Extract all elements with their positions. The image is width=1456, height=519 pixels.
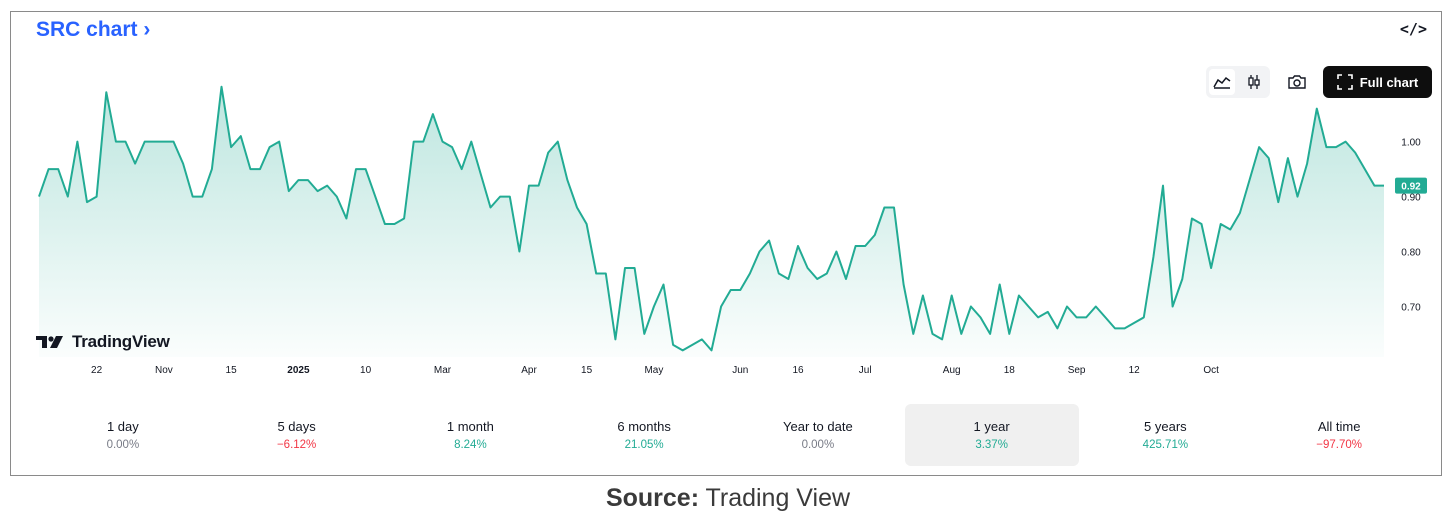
tradingview-logo-text: TradingView bbox=[72, 332, 170, 351]
chart-style-toggle bbox=[1206, 66, 1270, 98]
tradingview-logo: TradingView bbox=[36, 332, 170, 352]
period-change-value: 0.00% bbox=[801, 439, 835, 451]
x-tick-label: 15 bbox=[226, 365, 238, 376]
embed-code-icon[interactable]: </> bbox=[1399, 20, 1427, 38]
period-1-month[interactable]: 1 month 8.24% bbox=[384, 404, 558, 466]
period-label: 5 years bbox=[1144, 419, 1187, 434]
period-all-time[interactable]: All time −97.70% bbox=[1252, 404, 1426, 466]
fullscreen-icon bbox=[1336, 74, 1353, 90]
period-change-value: 0.00% bbox=[106, 439, 140, 451]
period-6-months[interactable]: 6 months 21.05% bbox=[557, 404, 731, 466]
x-tick-label: Jul bbox=[859, 365, 872, 376]
period-label: 1 day bbox=[106, 419, 139, 434]
snapshot-button[interactable] bbox=[1283, 68, 1311, 96]
price-chart[interactable]: 0.70 0.80 0.90 1.00 22 Nov 15 2025 10 Mar Apr 15 Ma… bbox=[11, 12, 1443, 402]
x-tick-label: Mar bbox=[434, 365, 452, 376]
x-tick-label: Aug bbox=[943, 365, 961, 376]
x-tick-label: Apr bbox=[521, 365, 537, 376]
period-change-value: −6.12% bbox=[276, 439, 317, 451]
x-tick-label: Oct bbox=[1203, 365, 1219, 376]
period-label: Year to date bbox=[783, 419, 853, 434]
chevron-right-icon: › bbox=[143, 18, 151, 41]
x-tick-label: 10 bbox=[360, 365, 372, 376]
full-chart-button[interactable]: Full chart bbox=[1323, 66, 1432, 98]
y-tick-label: 0.70 bbox=[1401, 303, 1421, 314]
x-tick-label: Jun bbox=[732, 365, 748, 376]
price-area-fill bbox=[39, 86, 1384, 357]
period-1-year[interactable]: 1 year 3.37% bbox=[904, 404, 1079, 466]
x-tick-label: 18 bbox=[1004, 365, 1016, 376]
source-text: Trading View bbox=[699, 484, 851, 512]
area-chart-icon bbox=[1213, 76, 1231, 89]
period-5-years[interactable]: 5 years 425.71% bbox=[1079, 404, 1253, 466]
full-chart-label: Full chart bbox=[1359, 74, 1419, 90]
period-label: 5 days bbox=[277, 419, 316, 434]
candlestick-icon bbox=[1248, 75, 1260, 89]
x-tick-label: Nov bbox=[155, 365, 173, 376]
last-price-label: 0.92 bbox=[1401, 182, 1421, 193]
y-tick-label: 1.00 bbox=[1401, 138, 1421, 149]
camera-icon bbox=[1288, 75, 1306, 89]
price-line bbox=[38, 85, 1384, 352]
period-label: 1 year bbox=[973, 419, 1010, 434]
chart-widget: SRC chart › </> 0.70 0.80 0.90 1.00 22 Nov 15… bbox=[10, 11, 1442, 476]
x-tick-label: 2025 bbox=[287, 365, 310, 376]
period-label: 1 month bbox=[446, 419, 494, 434]
period-selector: 1 day 0.00% 5 days −6.12% 1 month 8.24% 6 mont… bbox=[36, 404, 1426, 466]
candlestick-button[interactable] bbox=[1241, 69, 1267, 95]
period-change-value: 8.24% bbox=[454, 439, 487, 451]
period-1-day[interactable]: 1 day 0.00% bbox=[36, 404, 210, 466]
y-tick-label: 0.90 bbox=[1401, 193, 1421, 204]
period-5-days[interactable]: 5 days −6.12% bbox=[210, 404, 384, 466]
period-label: 6 months bbox=[617, 419, 671, 434]
period-year-to-date[interactable]: Year to date 0.00% bbox=[731, 404, 905, 466]
tradingview-logo-icon bbox=[36, 336, 63, 348]
y-tick-label: 0.80 bbox=[1401, 248, 1421, 259]
period-change-value: 425.71% bbox=[1142, 439, 1189, 451]
chart-title-link[interactable]: SRC chart › bbox=[36, 18, 150, 42]
x-tick-label: May bbox=[644, 365, 663, 376]
x-tick-label: 16 bbox=[792, 365, 804, 376]
x-tick-label: Sep bbox=[1068, 365, 1086, 376]
x-tick-label: 12 bbox=[1129, 365, 1141, 376]
period-change-value: 21.05% bbox=[624, 439, 664, 451]
source-label: Source: bbox=[605, 484, 700, 512]
period-label: All time bbox=[1317, 419, 1361, 434]
x-tick-label: 22 bbox=[91, 365, 103, 376]
x-tick-label: 15 bbox=[581, 365, 593, 376]
area-chart-button[interactable] bbox=[1209, 69, 1235, 95]
chart-title: SRC chart bbox=[36, 18, 138, 41]
period-change-value: −97.70% bbox=[1316, 439, 1362, 451]
last-price-badge bbox=[1395, 177, 1427, 194]
source-caption: Source: Trading View bbox=[0, 484, 1456, 513]
period-change-value: 3.37% bbox=[975, 439, 1008, 451]
